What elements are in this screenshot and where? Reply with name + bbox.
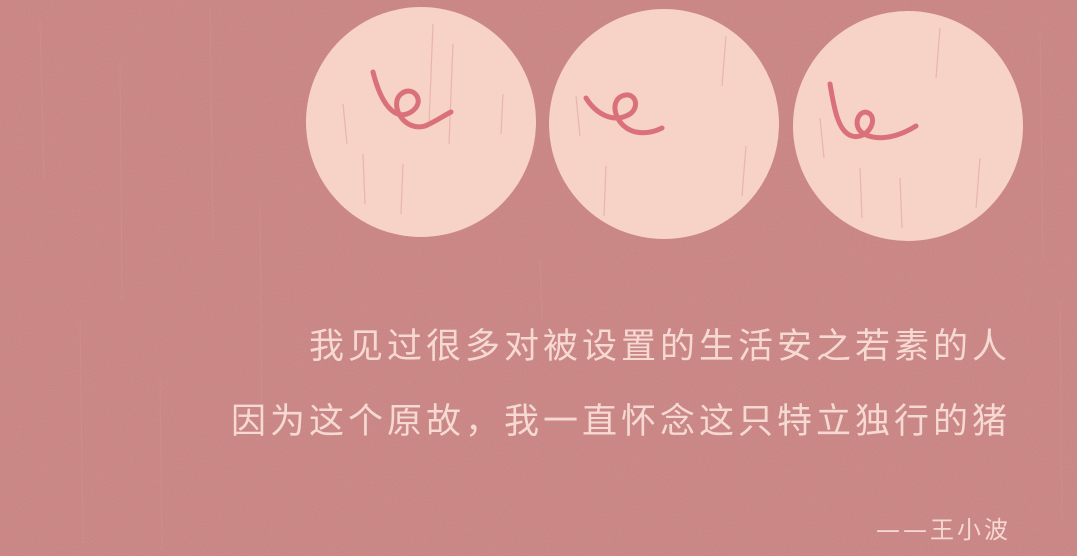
curly-pig-tail-icon — [549, 9, 779, 239]
pig-tail-circle-3 — [790, 8, 1026, 244]
curly-pig-tail-icon — [793, 11, 1023, 241]
quote-author: ——王小波 — [876, 516, 1011, 544]
pig-tail-circle-2 — [546, 6, 782, 242]
quote-line-2: 因为这个原故，我一直怀念这只特立独行的猪 — [230, 402, 1011, 442]
pig-tail-circle-1 — [303, 4, 539, 240]
quote-line-1: 我见过很多对被设置的生活安之若素的人 — [308, 327, 1011, 367]
curly-pig-tail-icon — [306, 7, 536, 237]
